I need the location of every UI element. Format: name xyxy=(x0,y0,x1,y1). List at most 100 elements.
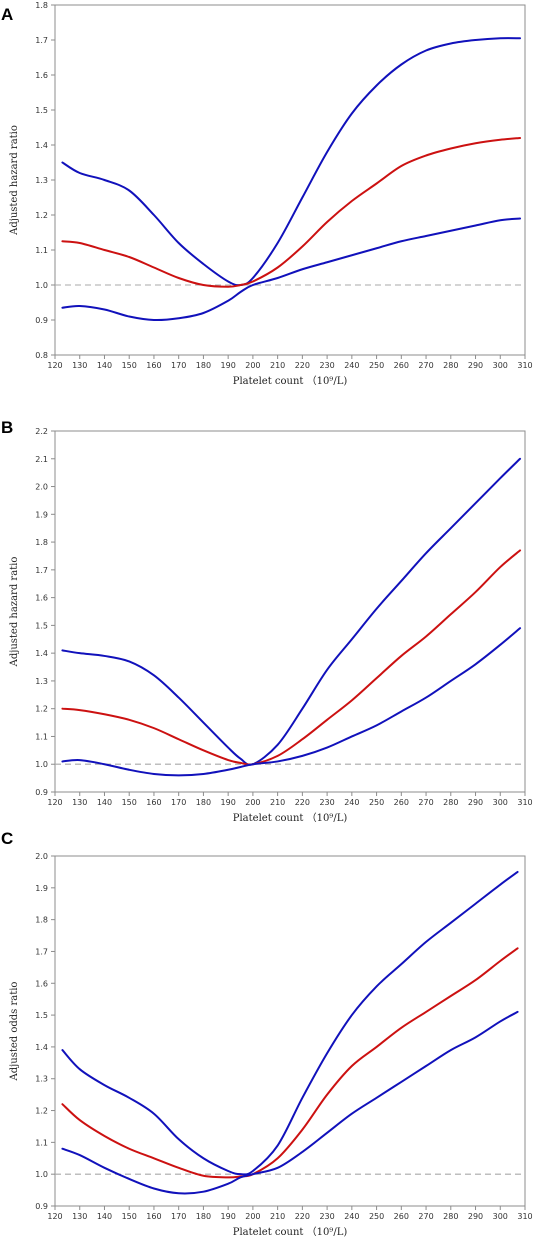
y-tick-label: 1.0 xyxy=(35,760,48,769)
x-tick-label: 300 xyxy=(493,361,508,370)
y-axis-title-c: Adjusted odds ratio xyxy=(9,982,20,1082)
y-tick-label: 1.7 xyxy=(35,566,48,575)
y-tick-label: 2.2 xyxy=(35,427,48,436)
x-tick-label: 120 xyxy=(47,361,62,370)
y-tick-label: 1.4 xyxy=(35,649,48,658)
x-tick-label: 190 xyxy=(221,361,236,370)
y-tick-label: 2.0 xyxy=(35,483,48,492)
series-line-estimate-b xyxy=(61,549,522,766)
x-tick-label: 210 xyxy=(270,798,285,807)
panel-label-b: B xyxy=(1,418,13,437)
x-tick-label: 210 xyxy=(270,1212,285,1221)
y-tick-label: 2.0 xyxy=(35,852,48,861)
x-tick-label: 200 xyxy=(245,798,260,807)
y-tick-label: 1.3 xyxy=(35,176,48,185)
y-tick-label: 1.5 xyxy=(35,1011,48,1020)
series-line-estimate-c xyxy=(61,947,519,1179)
x-tick-label: 200 xyxy=(245,361,260,370)
chart-c: C 120 130 140 150 160 170 180 190 200 210 220 230 240… xyxy=(1,829,533,1237)
series-line-lower-a xyxy=(61,217,522,322)
x-tick-label: 200 xyxy=(245,1212,260,1221)
x-axis-title-c: Platelet count （10⁹/L) xyxy=(233,1226,348,1237)
panel-label-c: C xyxy=(1,829,13,848)
plot-frame-a xyxy=(54,4,526,356)
y-tick-label: 1.2 xyxy=(35,211,48,220)
x-tick-label: 150 xyxy=(122,1212,137,1221)
y-tick-label: 0.9 xyxy=(35,316,48,325)
panel-a: A 120 130 140 150 160 170 180 190 200 210 220 230 240… xyxy=(0,0,535,410)
y-tick-label: 1.3 xyxy=(35,1075,48,1084)
x-tick-label: 270 xyxy=(418,798,433,807)
x-tick-label: 310 xyxy=(517,1212,532,1221)
y-tick-label: 1.5 xyxy=(35,621,48,630)
x-tick-label: 280 xyxy=(443,1212,458,1221)
y-tick-label: 1.5 xyxy=(35,106,48,115)
y-tick-label: 1.0 xyxy=(35,281,48,290)
y-tick-label: 1.8 xyxy=(35,916,48,925)
y-tick-label: 1.8 xyxy=(35,538,48,547)
x-tick-label: 250 xyxy=(369,1212,384,1221)
plot-frame-c xyxy=(54,855,526,1207)
x-tick-label: 140 xyxy=(97,1212,112,1221)
x-tick-label: 230 xyxy=(319,361,334,370)
x-tick-label: 300 xyxy=(493,1212,508,1221)
y-tick-label: 1.9 xyxy=(35,884,48,893)
x-tick-label: 130 xyxy=(72,1212,87,1221)
panel-c: C 120 130 140 150 160 170 180 190 200 210 220 230 240… xyxy=(0,820,535,1237)
y-axis-title-a: Adjusted hazard ratio xyxy=(9,125,20,236)
y-tick-label: 1.1 xyxy=(35,246,48,255)
y-tick-label: 1.6 xyxy=(35,979,48,988)
y-tick-label: 1.8 xyxy=(35,1,48,10)
x-tick-label: 300 xyxy=(493,798,508,807)
x-tick-label: 290 xyxy=(468,1212,483,1221)
y-tick-label: 0.9 xyxy=(35,788,48,797)
y-tick-label: 0.8 xyxy=(35,351,48,360)
chart-b: B 120 130 140 150 160 170 180 190 200 210 220 230 240… xyxy=(1,418,533,824)
x-tick-label: 220 xyxy=(295,798,310,807)
x-tick-label: 260 xyxy=(394,1212,409,1221)
series-line-lower-b xyxy=(61,627,522,777)
y-tick-label: 1.9 xyxy=(35,510,48,519)
x-tick-label: 250 xyxy=(369,798,384,807)
x-tick-label: 270 xyxy=(418,1212,433,1221)
x-tick-label: 160 xyxy=(146,798,161,807)
x-tick-label: 180 xyxy=(196,798,211,807)
x-tick-label: 170 xyxy=(171,798,186,807)
x-tick-label: 140 xyxy=(97,798,112,807)
y-axis-title-b: Adjusted hazard ratio xyxy=(9,557,20,668)
y-tick-label: 1.6 xyxy=(35,594,48,603)
x-tick-label: 160 xyxy=(146,1212,161,1221)
x-tick-label: 270 xyxy=(418,361,433,370)
x-tick-label: 220 xyxy=(295,1212,310,1221)
x-tick-label: 280 xyxy=(443,798,458,807)
x-tick-label: 120 xyxy=(47,798,62,807)
y-tick-label: 1.4 xyxy=(35,141,48,150)
series-line-estimate-a xyxy=(61,137,522,288)
series-line-upper-c xyxy=(61,870,519,1176)
y-tick-label: 1.1 xyxy=(35,1138,48,1147)
series-line-lower-c xyxy=(61,1010,519,1195)
y-tick-label: 0.9 xyxy=(35,1202,48,1211)
y-tick-label: 1.2 xyxy=(35,705,48,714)
y-tick-label: 1.3 xyxy=(35,677,48,686)
x-tick-label: 210 xyxy=(270,361,285,370)
y-tick-label: 1.7 xyxy=(35,947,48,956)
x-tick-label: 240 xyxy=(344,361,359,370)
y-tick-label: 1.0 xyxy=(35,1170,48,1179)
x-tick-label: 230 xyxy=(319,1212,334,1221)
y-tick-label: 1.1 xyxy=(35,732,48,741)
x-tick-label: 260 xyxy=(394,798,409,807)
x-tick-label: 240 xyxy=(344,1212,359,1221)
x-tick-label: 240 xyxy=(344,798,359,807)
x-tick-label: 150 xyxy=(122,798,137,807)
x-tick-label: 250 xyxy=(369,361,384,370)
panel-b: B 120 130 140 150 160 170 180 190 200 210 220 230 240… xyxy=(0,410,535,824)
plot-frame-b xyxy=(54,430,526,793)
x-axis-title-a: Platelet count （10⁹/L) xyxy=(233,375,348,387)
y-tick-label: 1.7 xyxy=(35,36,48,45)
x-tick-label: 190 xyxy=(221,798,236,807)
x-tick-label: 230 xyxy=(319,798,334,807)
x-tick-label: 120 xyxy=(47,1212,62,1221)
x-tick-label: 290 xyxy=(468,361,483,370)
x-tick-label: 180 xyxy=(196,1212,211,1221)
